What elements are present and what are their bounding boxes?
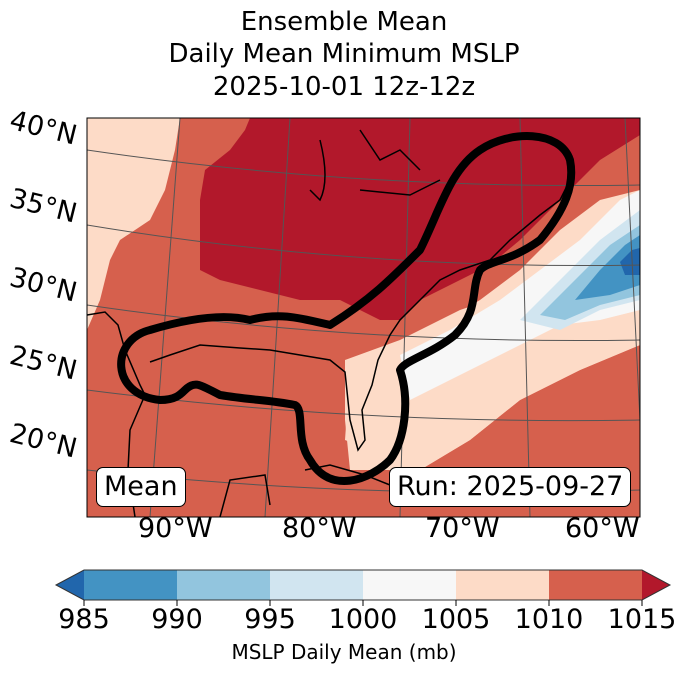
field-lt985	[620, 248, 640, 275]
colorbar-segment	[549, 570, 643, 600]
colorbar-segment	[363, 570, 457, 600]
colorbar-tick-label: 985	[58, 604, 110, 635]
colorbar-segment	[456, 570, 550, 600]
colorbar	[54, 569, 672, 606]
lon-label-60w: 60°W	[565, 513, 640, 544]
colorbar-tick-label: 990	[151, 604, 203, 635]
colorbar-segment	[270, 570, 364, 600]
colorbar-over-arrow	[642, 570, 670, 600]
annotation-run-date: Run: 2025-09-27	[389, 467, 632, 507]
title-line-3: 2025-10-01 12z-12z	[212, 72, 476, 102]
colorbar-under-arrow	[56, 570, 84, 600]
colorbar-segment	[177, 570, 271, 600]
colorbar-tick-label: 1010	[514, 604, 584, 635]
colorbar-tick-label: 995	[244, 604, 296, 635]
field-1000-1005	[400, 190, 640, 400]
colorbar-tick-label: 1000	[328, 604, 398, 635]
colorbar-tick-label: 1005	[421, 604, 491, 635]
field-gt1015	[200, 118, 640, 320]
colorbar-label: MSLP Daily Mean (mb)	[231, 640, 457, 664]
map-frame	[86, 117, 641, 518]
colorbar-segment	[84, 570, 178, 600]
title-line-1: Ensemble Mean	[240, 7, 448, 37]
annotation-mean: Mean	[96, 467, 186, 507]
field-985-990	[575, 235, 640, 300]
lon-label-70w: 70°W	[425, 513, 500, 544]
field-990-995	[540, 225, 640, 320]
colorbar-tick-label: 1015	[607, 604, 677, 635]
contour-outline	[117, 132, 576, 485]
title-line-2: Daily Mean Minimum MSLP	[168, 39, 520, 69]
lon-label-80w: 80°W	[282, 513, 357, 544]
lon-label-90w: 90°W	[138, 513, 213, 544]
